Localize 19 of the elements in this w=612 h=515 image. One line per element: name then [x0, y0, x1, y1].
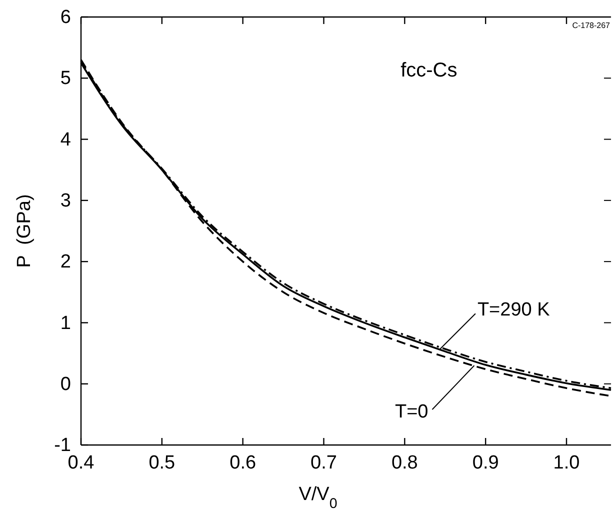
annotation: T=290 K	[477, 300, 550, 321]
x-tick-label: 1.0	[553, 452, 580, 474]
y-tick-label: 5	[60, 68, 71, 90]
y-tick-label: 1	[60, 312, 71, 334]
y-tick-label: 0	[60, 374, 71, 395]
y-tick-label: 4	[60, 129, 72, 150]
x-tick-label: 0.9	[472, 452, 499, 474]
x-axis-title: V/V$_{0}$	[298, 484, 338, 512]
y-axis-title: P (GPa)	[14, 194, 35, 268]
annotation: T=0	[394, 402, 428, 423]
y-tick-label: 6	[60, 7, 71, 28]
x-tick-label: 0.6	[230, 452, 256, 474]
annotation: C-178-267	[572, 21, 611, 30]
y-tick-label: 3	[60, 190, 71, 212]
x-tick-label: 0.7	[310, 452, 337, 474]
x-tick-label: 0.8	[391, 452, 418, 474]
x-tick-label: 0.5	[148, 452, 176, 474]
annotation: fcc-Cs	[400, 59, 458, 82]
y-tick-label: 2	[60, 252, 71, 273]
